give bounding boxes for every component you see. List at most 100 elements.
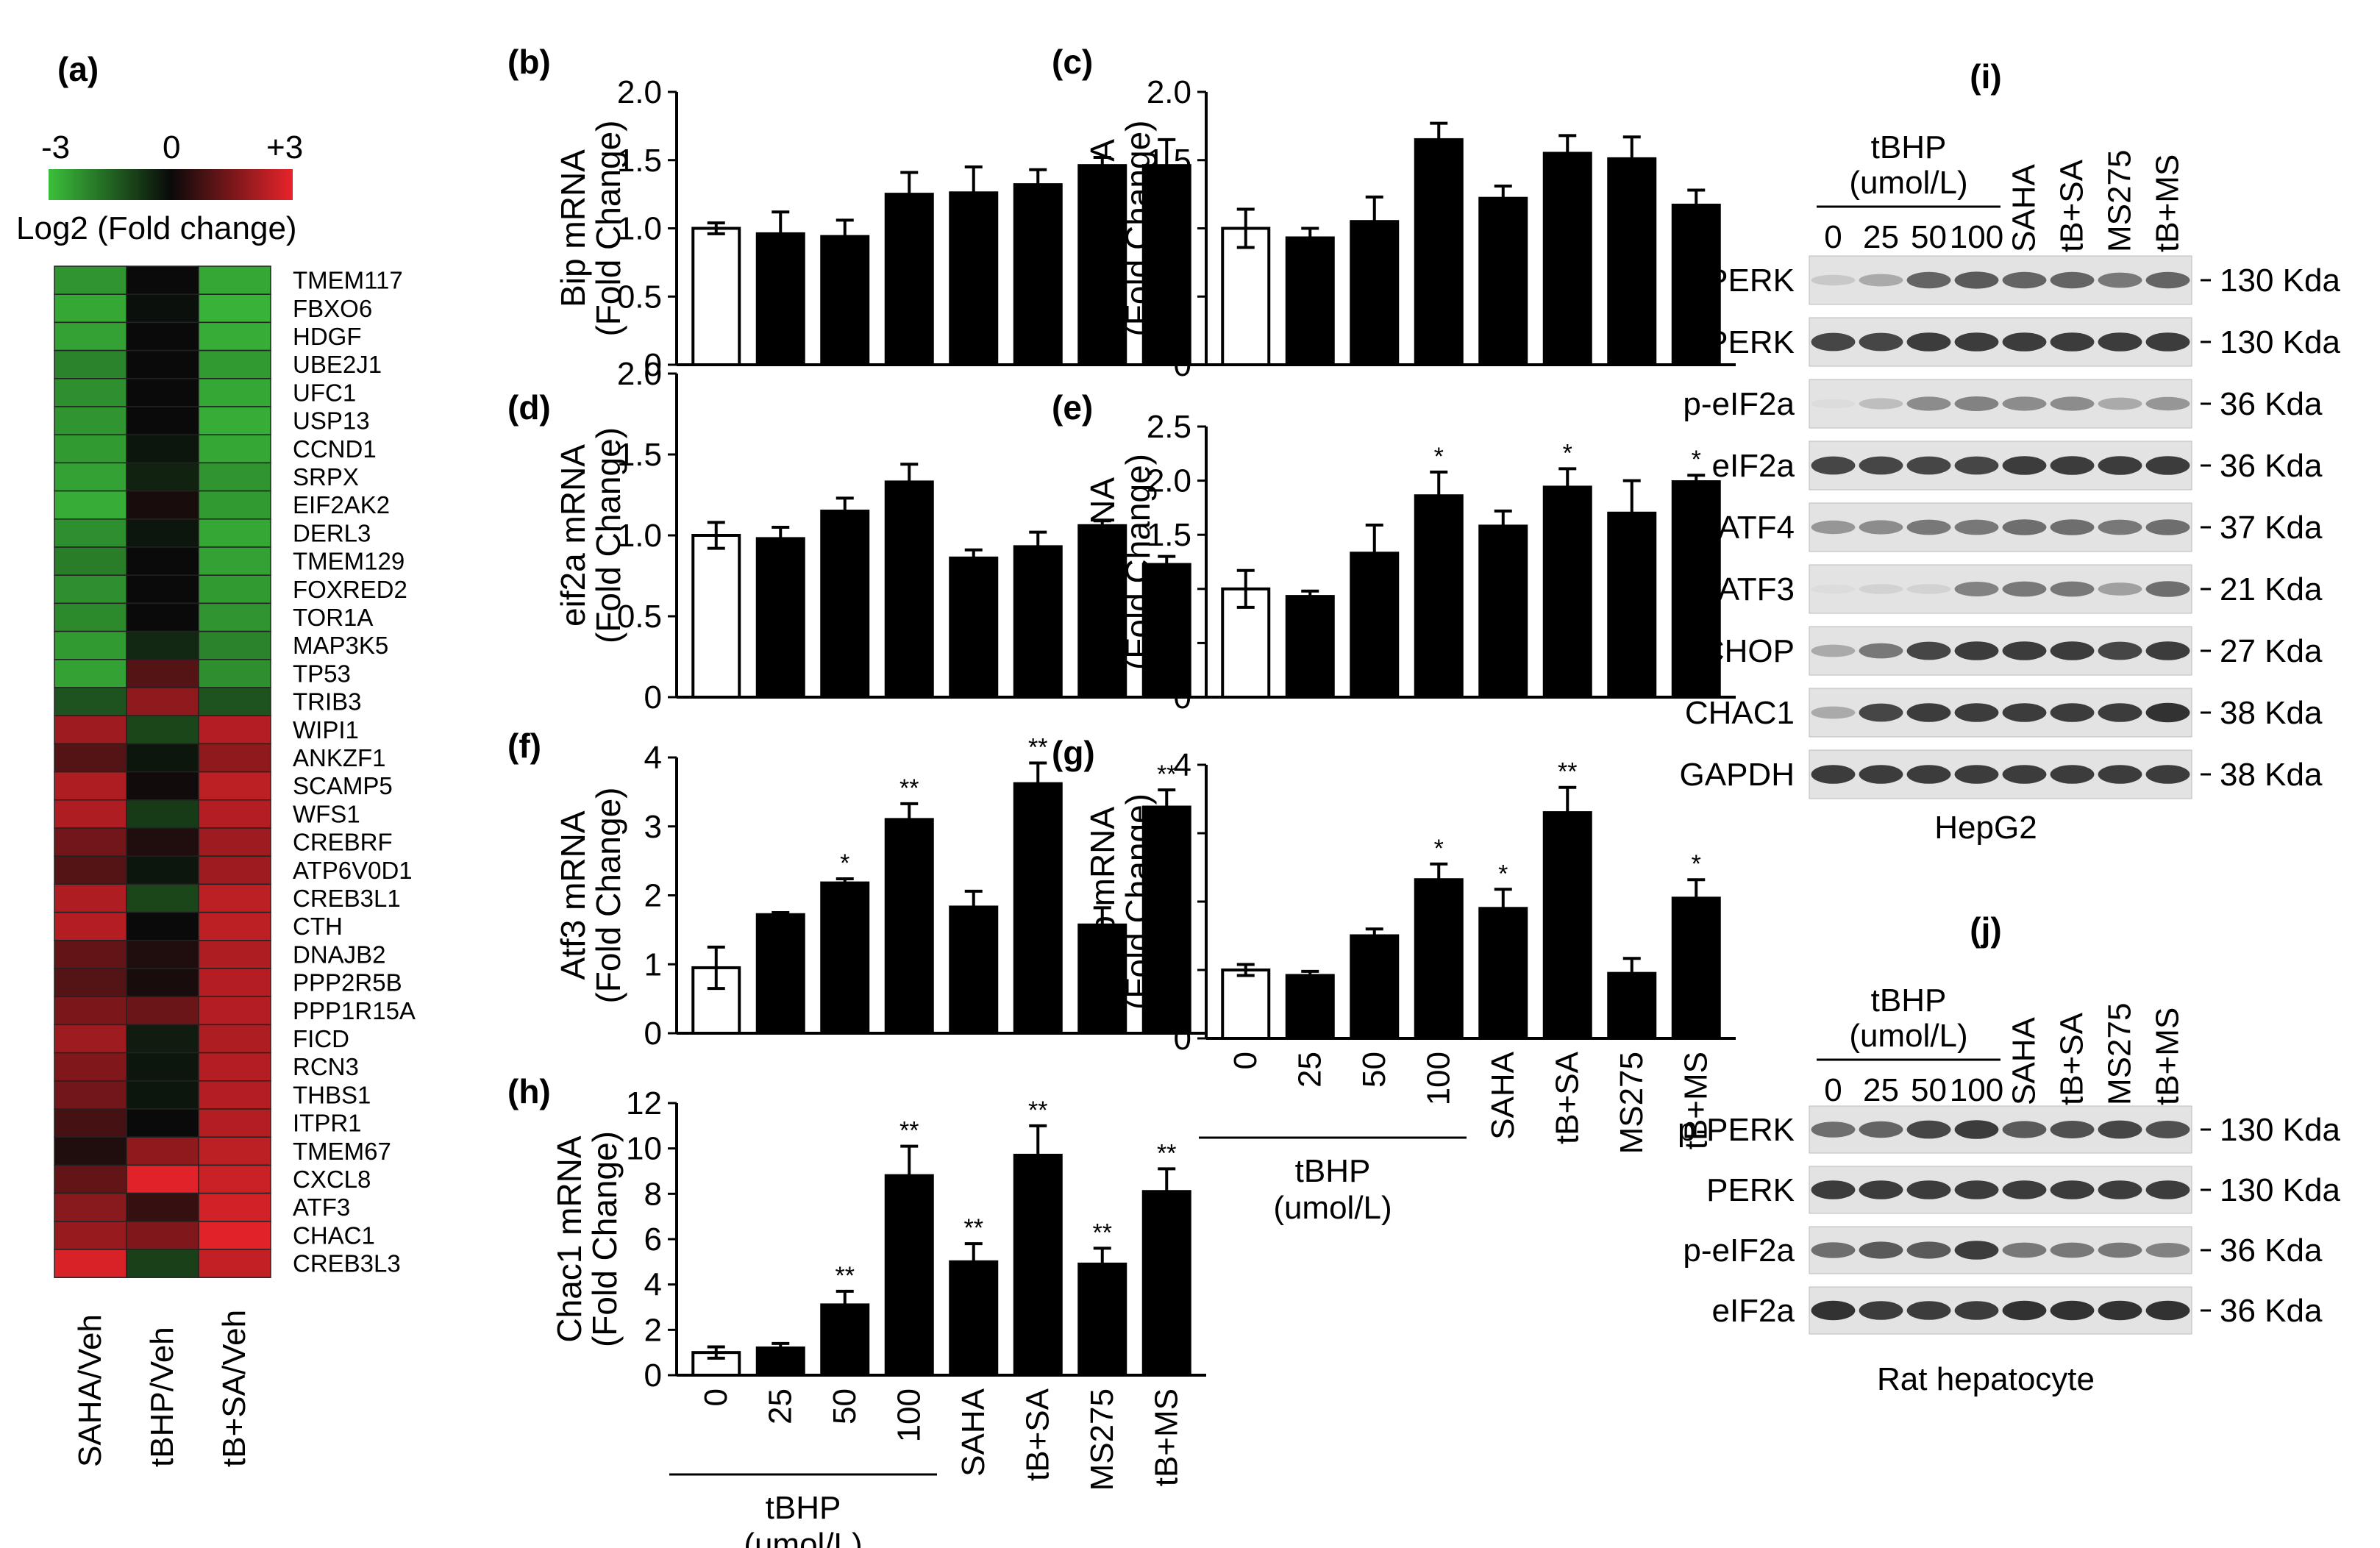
- heatmap-cell: [126, 1080, 199, 1110]
- bar: [1285, 595, 1335, 699]
- lane-label: 25: [1863, 219, 1899, 255]
- blot-band: [2145, 641, 2190, 660]
- significance-mark: **: [899, 1117, 919, 1145]
- gene-label: HDGF: [293, 323, 362, 350]
- y-tick-label: 0.5: [1147, 625, 1191, 661]
- blot-band: [2050, 396, 2095, 411]
- gene-label: CCND1: [293, 435, 377, 463]
- bar: [1414, 494, 1464, 699]
- category-label: tB+SA: [1549, 1051, 1585, 1144]
- blot-band: [2098, 582, 2142, 596]
- blot-band: [1954, 703, 1999, 722]
- heatmap-cell: [198, 602, 271, 632]
- y-axis-label: Bip mRNA: [554, 149, 592, 307]
- heatmap-cell: [198, 1192, 271, 1222]
- blot-band: [1859, 1301, 1903, 1320]
- heatmap: TMEM117FBXO6HDGFUBE2J1UFC1USP13CCND1SRPX…: [54, 265, 416, 1467]
- blot-band: [2002, 456, 2047, 475]
- heatmap-cell: [198, 518, 271, 548]
- lane-label: 25: [1863, 1072, 1899, 1108]
- blot-band: [2098, 703, 2142, 722]
- blot-band: [1954, 641, 1999, 660]
- blot-band: [1859, 332, 1903, 352]
- blot-band: [1906, 1180, 1951, 1199]
- y-tick-label: 1: [644, 946, 662, 982]
- bar: [884, 818, 934, 1035]
- blot-band: [1811, 520, 1856, 535]
- heatmap-cell: [198, 911, 271, 941]
- scale-title: Log2 (Fold change): [16, 210, 297, 246]
- significance-mark: *: [1692, 850, 1701, 878]
- category-label: 0: [698, 1388, 734, 1406]
- bar: [1141, 563, 1191, 699]
- blot-band: [2145, 396, 2190, 411]
- blot-band: [1811, 1121, 1856, 1138]
- blot-band: [1954, 519, 1999, 535]
- gene-label: DERL3: [293, 519, 371, 546]
- size-label: 36 Kda: [2220, 1293, 2323, 1329]
- bar: [820, 510, 870, 699]
- heatmap-cell: [54, 968, 127, 997]
- significance-mark: **: [899, 774, 919, 802]
- blot-band: [2145, 456, 2190, 475]
- blot-band: [2098, 1180, 2142, 1199]
- protein-label: eIF2a: [1711, 1293, 1795, 1329]
- heatmap-cell: [54, 715, 127, 745]
- heatmap-cell: [54, 602, 127, 632]
- blot-band: [1811, 1300, 1856, 1321]
- heatmap-cell: [126, 1164, 199, 1194]
- group-label: (umol/L): [744, 1527, 862, 1548]
- bar: [1607, 971, 1657, 1041]
- blot-band: [2145, 1121, 2190, 1138]
- heatmap-cell: [54, 799, 127, 829]
- y-tick-label: 0.5: [617, 279, 662, 315]
- significance-mark: **: [964, 1214, 983, 1242]
- heatmap-cell: [198, 659, 271, 688]
- size-label: 130 Kda: [2220, 263, 2340, 299]
- heatmap-cell: [126, 630, 199, 660]
- blot-band: [2050, 271, 2095, 289]
- bar: [1077, 524, 1127, 699]
- heatmap-cell: [198, 1164, 271, 1194]
- significance-mark: *: [840, 849, 849, 877]
- blot-band: [2002, 641, 2047, 660]
- heatmap-cell: [54, 630, 127, 660]
- blot-band: [2145, 519, 2190, 535]
- heatmap-cell: [198, 434, 271, 464]
- gene-label: EIF2AK2: [293, 491, 390, 518]
- heatmap-cell: [54, 518, 127, 548]
- heatmap-cell: [54, 996, 127, 1026]
- gene-label: ANKZF1: [293, 744, 386, 771]
- blot-band: [1906, 271, 1951, 289]
- y-tick-label: 0.5: [617, 599, 662, 635]
- group-label: tBHP: [1295, 1153, 1371, 1189]
- blot-band: [2098, 272, 2142, 288]
- heatmap-cell: [198, 1052, 271, 1082]
- y-tick-label: 1.5: [1147, 143, 1191, 179]
- blot-band: [1906, 765, 1951, 784]
- size-label: 130 Kda: [2220, 324, 2340, 360]
- gene-label: WFS1: [293, 800, 360, 827]
- heatmap-cell: [126, 490, 199, 520]
- gene-label: WIPI1: [293, 716, 359, 743]
- gene-label: CREB3L3: [293, 1250, 401, 1277]
- heatmap-cell: [126, 1136, 199, 1166]
- blot-band: [1906, 1301, 1951, 1320]
- blot-band: [2002, 519, 2047, 535]
- heatmap-cell: [54, 1080, 127, 1110]
- heatmap-cell: [54, 940, 127, 969]
- heatmap-cell: [198, 265, 271, 295]
- blot-band: [1906, 456, 1951, 475]
- y-tick-label: 8: [644, 1176, 662, 1212]
- category-label: 100: [1420, 1052, 1456, 1105]
- y-tick-label: 0: [644, 1358, 662, 1394]
- size-label: 38 Kda: [2220, 757, 2323, 793]
- group-label: tBHP: [1871, 982, 1947, 1019]
- heatmap-cell: [126, 771, 199, 801]
- blot-band: [2050, 703, 2095, 722]
- bar: [755, 232, 805, 367]
- blot-band: [1859, 643, 1903, 659]
- blot-band: [2098, 519, 2142, 535]
